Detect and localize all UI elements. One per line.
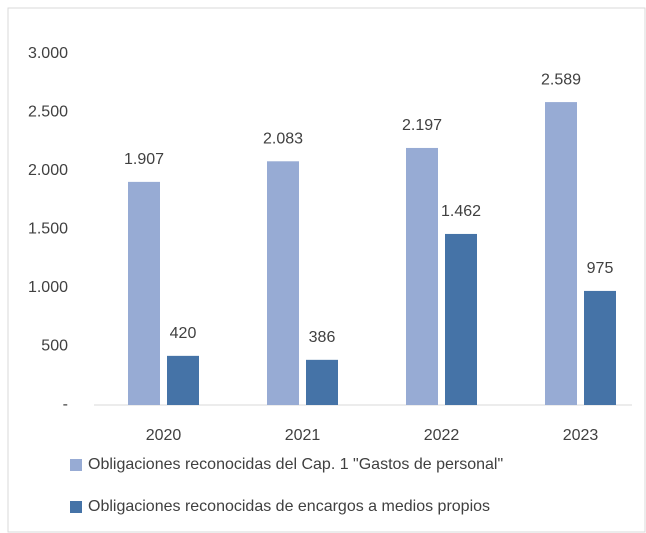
x-tick-label: 2021 [285, 427, 321, 444]
bar [167, 355, 199, 405]
y-tick-label: 3.000 [28, 45, 68, 62]
legend-swatch [70, 501, 82, 513]
x-tick-label: 2023 [563, 427, 599, 444]
bar [406, 147, 438, 406]
data-label: 1.907 [124, 151, 164, 168]
x-tick-label: 2020 [146, 427, 182, 444]
legend-label: Obligaciones reconocidas de encargos a m… [88, 498, 490, 515]
data-label: 2.197 [402, 117, 442, 134]
y-tick-label: - [63, 396, 68, 413]
data-label: 386 [309, 329, 336, 346]
data-label: 420 [170, 325, 197, 342]
y-tick-label: 1.000 [28, 279, 68, 296]
y-tick-label: 2.500 [28, 104, 68, 121]
data-label: 2.589 [541, 71, 581, 88]
bar [267, 161, 299, 405]
bar [306, 359, 338, 405]
legend-swatch [70, 459, 82, 471]
chart-border [7, 7, 646, 533]
bar [445, 233, 477, 405]
bar [584, 290, 616, 405]
legend-label: Obligaciones reconocidas del Cap. 1 "Gas… [88, 456, 503, 473]
data-label: 975 [587, 260, 614, 277]
y-tick-label: 500 [41, 338, 68, 355]
data-label: 1.462 [441, 203, 481, 220]
bar [128, 181, 160, 405]
bar [545, 102, 577, 405]
y-tick-label: 2.000 [28, 162, 68, 179]
x-tick-label: 2022 [424, 427, 460, 444]
data-label: 2.083 [263, 131, 303, 148]
y-tick-label: 1.500 [28, 221, 68, 238]
